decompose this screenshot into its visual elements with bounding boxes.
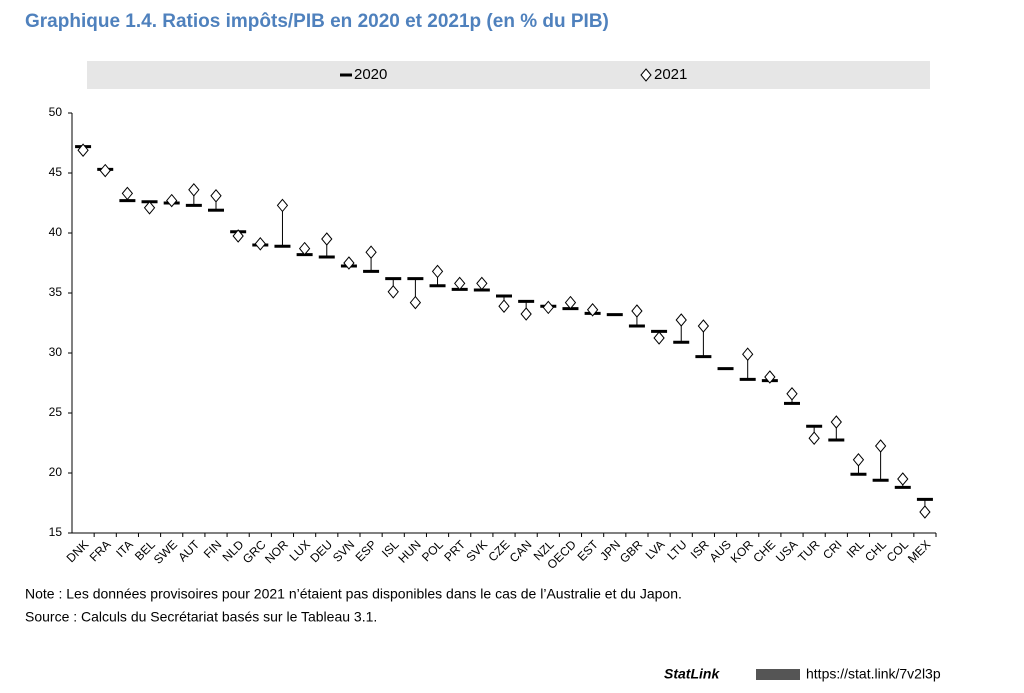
statlink-label: StatLink (664, 666, 720, 682)
x-tick-label: GRC (240, 537, 269, 566)
x-tick-label: CHL (862, 537, 889, 564)
diamond-2021 (276, 198, 289, 213)
y-tick-label: 25 (49, 405, 63, 419)
x-tick-label: SWE (151, 537, 180, 566)
x-tick-label: ITA (113, 537, 135, 559)
diamond-2021 (874, 439, 887, 453)
y-tick-label: 30 (49, 345, 63, 359)
x-tick-label: LTU (664, 537, 689, 562)
x-tick-label: MEX (905, 537, 933, 565)
diamond-2021 (77, 143, 89, 157)
diamond-2021 (321, 232, 333, 246)
x-tick-label: PRT (441, 537, 468, 564)
y-tick-label: 35 (49, 285, 63, 299)
diamond-2021 (830, 415, 842, 429)
diamond-2021 (166, 193, 178, 208)
x-tick-label: LVA (643, 537, 668, 562)
diamond-2021 (99, 163, 111, 178)
diamond-2021 (852, 453, 865, 467)
y-tick-label: 50 (49, 105, 63, 119)
y-tick-label: 45 (49, 165, 63, 179)
x-tick-label: CAN (507, 537, 535, 565)
x-tick-label: ESP (353, 537, 380, 564)
diamond-2021 (232, 229, 244, 243)
diamond-2021 (365, 245, 377, 259)
y-tick-label: 40 (49, 225, 63, 239)
diamond-2021 (586, 303, 599, 317)
diamond-2021 (520, 307, 532, 321)
diamond-2021 (409, 295, 422, 310)
x-tick-label: LUX (287, 537, 313, 563)
note: Note : Les données provisoires pour 2021… (25, 586, 682, 602)
diamond-2021 (675, 313, 687, 327)
diamond-2021 (897, 472, 909, 486)
x-tick-label: DNK (64, 537, 92, 565)
x-tick-label: COL (884, 537, 912, 565)
x-tick-label: USA (773, 537, 800, 564)
diamond-2021 (210, 189, 222, 203)
diamond-2021 (143, 201, 156, 215)
diamond-2021 (454, 276, 466, 291)
diamond-2021 (121, 186, 134, 201)
y-tick-label: 20 (49, 465, 63, 479)
x-tick-label: SVN (330, 537, 357, 564)
diamond-2021 (431, 264, 444, 279)
x-tick-label: NOR (262, 537, 291, 566)
source: Source : Calculs du Secrétariat basés su… (25, 609, 377, 625)
diamond-2021 (387, 285, 399, 299)
x-tick-label: AUT (175, 537, 202, 564)
diamond-2021 (298, 241, 311, 256)
x-tick-label: GBR (617, 537, 646, 566)
diamond-2021 (188, 183, 200, 197)
diamond-2021 (542, 300, 554, 315)
diamond-2021 (564, 295, 577, 310)
diamond-2021 (697, 319, 710, 333)
x-tick-label: POL (419, 537, 446, 564)
legend-label: 2020 (354, 66, 387, 83)
x-tick-label: DEU (307, 537, 335, 565)
diamond-2021 (764, 370, 776, 384)
legend-symbol (640, 68, 652, 82)
diamond-2021 (742, 347, 754, 361)
y-tick-label: 15 (49, 525, 63, 539)
x-tick-label: EST (575, 537, 602, 564)
x-tick-label: CRI (820, 537, 845, 562)
x-tick-label: AUS (707, 537, 734, 564)
diamond-2021 (919, 505, 931, 519)
diamond-2021 (498, 299, 510, 313)
legend-background (87, 61, 930, 89)
statlink-url: https://stat.link/7v2l3p (806, 666, 941, 682)
diamond-2021 (476, 276, 488, 291)
x-tick-label: CZE (485, 537, 512, 564)
x-tick-label: CHE (750, 537, 778, 565)
x-tick-label: FRA (87, 537, 114, 564)
diamond-2021 (808, 431, 820, 445)
diamond-2021 (343, 256, 355, 270)
diamond-2021 (786, 387, 798, 401)
x-tick-label: HUN (395, 537, 423, 565)
x-tick-label: KOR (728, 537, 757, 566)
diamond-2021 (254, 237, 266, 251)
x-tick-label: SVK (463, 537, 490, 564)
chart-title: Graphique 1.4. Ratios impôts/PIB en 2020… (25, 11, 609, 32)
legend-label: 2021 (654, 66, 687, 83)
statlink-logo (756, 669, 800, 680)
diamond-2021 (631, 304, 643, 318)
diamond-2021 (653, 331, 665, 345)
x-tick-label: TUR (795, 537, 823, 565)
x-tick-label: FIN (201, 537, 225, 561)
